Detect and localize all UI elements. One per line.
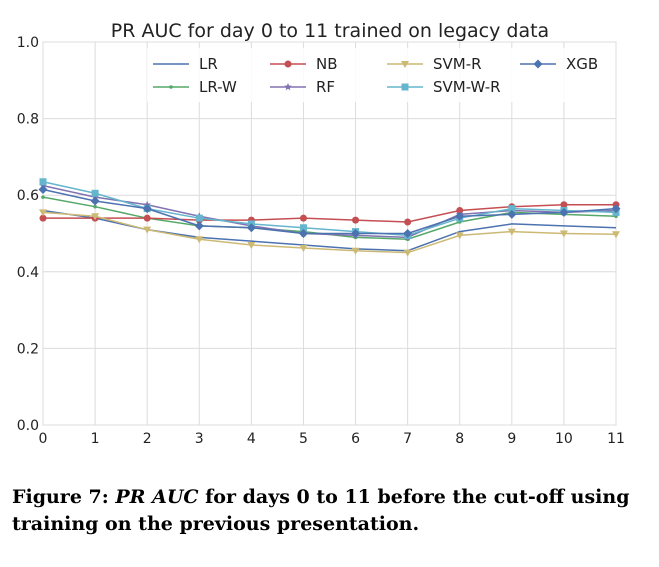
data-point-xgb xyxy=(38,184,48,194)
x-tick-label: 2 xyxy=(143,431,152,447)
data-point-xgb xyxy=(403,229,413,238)
data-point-svm-w-r xyxy=(39,178,47,186)
y-tick-label: 0.4 xyxy=(17,265,39,281)
data-point-xgb xyxy=(559,207,569,217)
legend-entry-svm-w-r: SVM-W-R xyxy=(387,78,501,96)
data-point-xgb xyxy=(90,196,100,206)
data-point-xgb xyxy=(351,229,361,238)
series-line-xgb xyxy=(42,188,617,235)
data-point-svm-r xyxy=(559,230,568,238)
legend-marker xyxy=(533,59,543,69)
series-lines xyxy=(38,178,621,257)
data-point-xgb xyxy=(455,211,465,221)
data-point-svm-w-r xyxy=(508,205,516,213)
caption-text: for days 0 to 11 before the cut-off usin… xyxy=(12,486,630,535)
data-point-svm-r xyxy=(612,231,620,239)
legend-frame xyxy=(147,48,610,102)
data-point-svm-r xyxy=(455,232,464,240)
chart-container: 0 1 2 3 4 5 6 7 8 9 10 11 0.0 0.2 0.4 0.6 0.8 1.0 PR AUC … xyxy=(17,20,625,447)
legend-entry-xgb: XGB xyxy=(520,55,598,73)
legend-entry-lr-w: LR-W xyxy=(153,78,237,96)
x-tick-label: 3 xyxy=(195,431,204,447)
legend-entry-svm-r: SVM-R xyxy=(387,55,482,73)
axes: 0 1 2 3 4 5 6 7 8 9 10 11 0.0 0.2 0.4 0.6 0.8 1.0 xyxy=(17,35,625,447)
y-tick-label: 0.8 xyxy=(17,112,39,128)
legend-entry-nb: NB xyxy=(270,55,338,73)
x-tick-label: 11 xyxy=(607,431,625,447)
x-tick-label: 8 xyxy=(455,431,464,447)
legend-label: SVM-R xyxy=(433,55,482,73)
chart-title: PR AUC for day 0 to 11 trained on legacy… xyxy=(111,20,549,42)
series-line-svm-r xyxy=(42,211,617,254)
x-tick-label: 9 xyxy=(507,431,516,447)
legend-entry-lr: LR xyxy=(153,55,218,73)
data-point-svm-r xyxy=(403,249,412,257)
data-point-svm-r xyxy=(351,247,360,255)
series-line-svm-w-r xyxy=(42,181,617,237)
data-point-svm-r xyxy=(299,245,308,253)
data-point-svm-r xyxy=(143,226,152,234)
legend-marker xyxy=(169,85,173,89)
data-point-svm-r xyxy=(39,209,47,217)
x-tick-label: 7 xyxy=(403,431,412,447)
x-tick-label: 1 xyxy=(91,431,100,447)
series-line-rf xyxy=(42,184,617,239)
data-point-nb xyxy=(560,201,568,209)
series-svm-r xyxy=(39,209,620,257)
x-tick-label: 6 xyxy=(351,431,360,447)
data-point-nb xyxy=(299,214,307,222)
data-point-nb xyxy=(39,214,47,222)
legend-marker xyxy=(401,61,409,68)
data-point-svm-r xyxy=(247,241,256,249)
data-point-svm-r xyxy=(91,213,100,221)
legend-label: LR xyxy=(199,55,218,73)
legend-marker xyxy=(284,60,292,68)
data-point-xgb xyxy=(611,204,621,214)
data-point-lr-w xyxy=(41,195,45,199)
y-tick-label: 0.0 xyxy=(17,418,39,434)
data-point-nb xyxy=(404,218,412,226)
y-tick-label: 1.0 xyxy=(17,35,39,51)
caption-label: Figure 7: xyxy=(12,486,109,508)
legend-label: LR-W xyxy=(199,78,237,96)
x-tick-label: 10 xyxy=(555,431,573,447)
data-point-lr-w xyxy=(93,204,97,209)
x-tick-label: 4 xyxy=(247,431,256,447)
legend-marker xyxy=(401,83,409,91)
data-point-xgb xyxy=(194,221,204,231)
data-point-xgb xyxy=(507,209,517,219)
data-point-nb xyxy=(352,216,360,224)
data-point-svm-w-r xyxy=(195,214,203,222)
legend-label: SVM-W-R xyxy=(433,78,501,96)
data-point-svm-w-r xyxy=(299,224,307,232)
legend-entry-rf: RF xyxy=(270,78,335,96)
data-point-xgb xyxy=(142,204,152,214)
series-line-nb xyxy=(43,204,616,223)
caption-math: PR AUC xyxy=(115,486,199,508)
legend: LR LR-W NB RF SVM-R SVM-W-R XGB xyxy=(147,48,610,102)
data-point-nb xyxy=(143,214,151,222)
data-point-svm-r xyxy=(507,228,516,236)
data-point-xgb xyxy=(298,229,308,238)
legend-label: RF xyxy=(316,78,335,96)
x-tick-label: 0 xyxy=(39,431,48,447)
legend-label: XGB xyxy=(566,55,598,73)
series-xgb xyxy=(38,184,621,238)
y-tick-label: 0.6 xyxy=(17,188,39,204)
figure-caption: Figure 7: PR AUC for days 0 to 11 before… xyxy=(12,484,652,538)
data-point-svm-r xyxy=(195,236,204,244)
data-point-xgb xyxy=(246,223,256,233)
data-point-svm-w-r xyxy=(91,189,99,197)
legend-label: NB xyxy=(316,55,338,73)
legend-marker xyxy=(284,83,292,91)
pr-auc-line-chart: 0 1 2 3 4 5 6 7 8 9 10 11 0.0 0.2 0.4 0.6 0.8 1.0 PR AUC … xyxy=(17,20,625,447)
x-tick-label: 5 xyxy=(299,431,308,447)
y-tick-label: 0.2 xyxy=(17,341,39,357)
